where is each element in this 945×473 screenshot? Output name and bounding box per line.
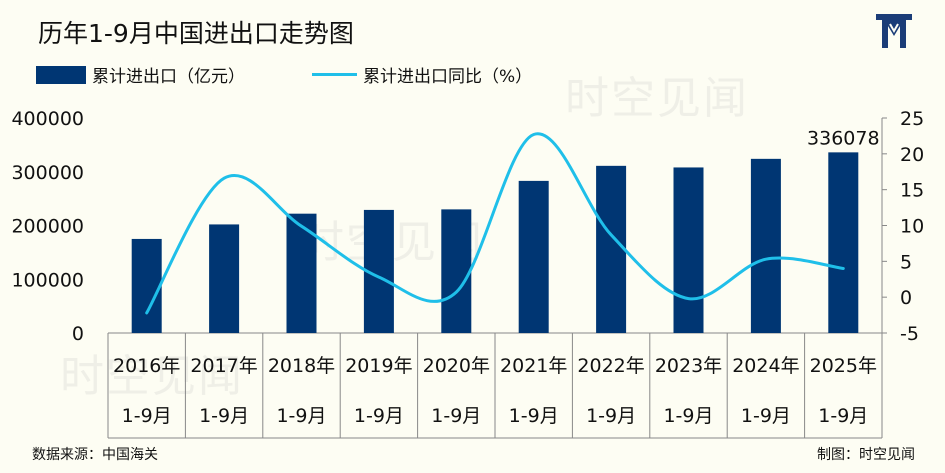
bar-2017年 <box>209 224 240 333</box>
x-axis-year-label: 2019年 <box>345 355 412 377</box>
x-axis-period-label: 1-9月 <box>122 405 172 427</box>
x-axis-period-label: 1-9月 <box>663 405 713 427</box>
bar-2016年 <box>131 238 162 333</box>
x-axis-year-label: 2022年 <box>577 355 644 377</box>
x-axis-period-label: 1-9月 <box>354 405 404 427</box>
legend-line-label: 累计进出口同比（%） <box>363 67 533 87</box>
legend-line-swatch <box>312 73 357 76</box>
left-axis-tick-label: 400000 <box>11 108 84 130</box>
x-axis-year-label: 2023年 <box>655 355 722 377</box>
x-axis-period-label: 1-9月 <box>199 405 249 427</box>
x-axis-year-label: 2018年 <box>268 355 335 377</box>
right-axis-tick-label: -5 <box>900 323 919 345</box>
bar-2022年 <box>596 165 627 333</box>
legend-bar-label: 累计进出口（亿元） <box>92 67 245 87</box>
x-axis-period-label: 1-9月 <box>818 405 868 427</box>
right-axis-tick-label: 5 <box>900 251 912 273</box>
x-axis-year-label: 2016年 <box>113 355 180 377</box>
brand-logo <box>876 14 912 48</box>
chart-title: 历年1-9月中国进出口走势图 <box>38 19 354 48</box>
x-axis-year-label: 2024年 <box>732 355 799 377</box>
x-axis-period-label: 1-9月 <box>509 405 559 427</box>
bar-2025年 <box>828 152 859 333</box>
x-axis-year-label: 2025年 <box>810 355 877 377</box>
x-axis-year-label: 2021年 <box>500 355 567 377</box>
right-axis-tick-label: 25 <box>900 108 924 130</box>
yoy-growth-line <box>145 132 845 315</box>
legend-bar-item: 累计进出口（亿元） <box>36 62 245 87</box>
bar-2020年 <box>441 209 472 333</box>
right-axis-tick-label: 20 <box>900 144 924 166</box>
bar-2024年 <box>750 158 781 333</box>
x-axis-year-label: 2020年 <box>423 355 490 377</box>
bar-2021年 <box>518 180 549 333</box>
left-axis-tick-label: 200000 <box>11 216 84 238</box>
left-axis-tick-label: 0 <box>72 323 84 345</box>
data-source: 数据来源：中国海关 <box>32 447 158 463</box>
legend-bar-swatch <box>36 65 86 84</box>
right-axis-tick-label: 15 <box>900 180 924 202</box>
left-axis-tick-label: 300000 <box>11 162 84 184</box>
x-axis-period-label: 1-9月 <box>431 405 481 427</box>
x-axis-period-label: 1-9月 <box>586 405 636 427</box>
left-axis-tick-label: 100000 <box>11 269 84 291</box>
right-axis-tick-label: 0 <box>900 287 912 309</box>
bar-2023年 <box>673 167 704 333</box>
x-axis-year-label: 2017年 <box>190 355 257 377</box>
x-axis-period-label: 1-9月 <box>276 405 326 427</box>
legend-line-item: 累计进出口同比（%） <box>312 62 532 87</box>
x-axis-period-label: 1-9月 <box>741 405 791 427</box>
chart-credit: 制图：时空见闻 <box>817 447 915 463</box>
right-axis-tick-label: 10 <box>900 216 924 238</box>
bar-data-label: 336078 <box>807 127 880 149</box>
